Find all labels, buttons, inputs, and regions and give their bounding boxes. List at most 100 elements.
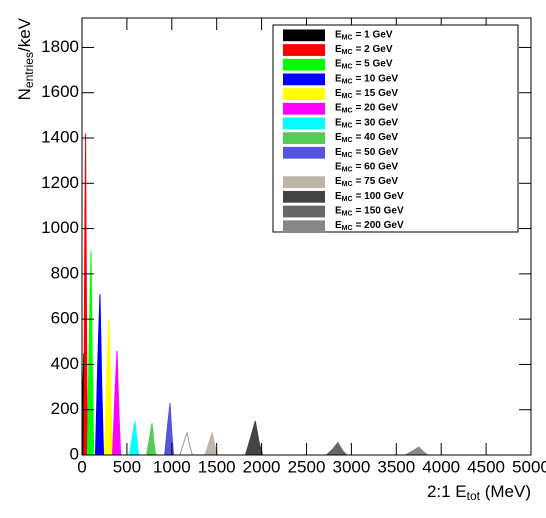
legend-symbol: E <box>335 44 342 55</box>
x-tick-label: 5000 <box>512 457 546 476</box>
legend-symbol: E <box>335 146 342 157</box>
legend-symbol: E <box>335 29 342 40</box>
y-tick-label: 800 <box>51 263 79 282</box>
legend-name: = 150 GeV <box>356 205 404 216</box>
legend-symbol-sub: MC <box>342 166 353 173</box>
x-axis-title-base: 2:1 E <box>427 482 467 501</box>
legend-symbol-sub: MC <box>342 196 353 203</box>
legend-symbol-sub: MC <box>342 181 353 188</box>
y-tick-label: 600 <box>51 309 79 328</box>
legend-swatch <box>283 161 325 174</box>
legend-label: EMC = 1 GeV <box>335 29 393 41</box>
legend-name: = 15 GeV <box>356 88 399 99</box>
legend-name: = 60 GeV <box>356 161 399 172</box>
x-tick-label: 3500 <box>377 457 415 476</box>
legend-symbol-sub: MC <box>342 137 353 144</box>
legend-name: = 200 GeV <box>356 220 404 231</box>
legend-symbol: E <box>335 220 342 231</box>
legend-name: = 40 GeV <box>356 132 399 143</box>
legend-swatch <box>283 58 325 71</box>
x-axis-title-rest: (MeV) <box>480 482 531 501</box>
legend-swatch <box>283 220 325 233</box>
y-tick-label: 1800 <box>41 37 79 56</box>
legend-swatch <box>283 29 325 42</box>
y-tick-label: 1200 <box>41 173 79 192</box>
legend-swatch <box>283 205 325 218</box>
y-tick-label: 400 <box>51 354 79 373</box>
x-axis-title: 2:1 Etot (MeV) <box>427 482 531 503</box>
legend-symbol: E <box>335 132 342 143</box>
legend-swatch <box>283 102 325 115</box>
legend-symbol-sub: MC <box>342 49 353 56</box>
legend-name: = 20 GeV <box>356 102 399 113</box>
legend-label: EMC = 15 GeV <box>335 88 398 100</box>
legend-label: EMC = 100 GeV <box>335 190 404 202</box>
y-axis-title-base: N <box>15 88 34 100</box>
legend-symbol-sub: MC <box>342 78 353 85</box>
x-tick-label: 2500 <box>288 457 326 476</box>
legend-swatch <box>283 117 325 130</box>
x-tick-label: 0 <box>77 457 86 476</box>
x-tick-label: 2000 <box>243 457 281 476</box>
x-tick-label: 1500 <box>198 457 236 476</box>
legend-symbol: E <box>335 88 342 99</box>
legend-swatch <box>283 176 325 189</box>
y-tick-label: 1400 <box>41 127 79 146</box>
legend-symbol-sub: MC <box>342 122 353 129</box>
legend-name: = 100 GeV <box>356 190 404 201</box>
legend-name: = 2 GeV <box>356 44 393 55</box>
y-tick-label: 1600 <box>41 82 79 101</box>
legend-name: = 5 GeV <box>356 58 393 69</box>
legend-symbol: E <box>335 117 342 128</box>
legend-symbol-sub: MC <box>342 93 353 100</box>
legend-label: EMC = 5 GeV <box>335 58 393 70</box>
x-tick-label: 500 <box>113 457 141 476</box>
legend-label: EMC = 40 GeV <box>335 132 398 144</box>
legend-symbol: E <box>335 58 342 69</box>
y-tick-label: 1000 <box>41 218 79 237</box>
legend-name: = 30 GeV <box>356 117 399 128</box>
x-tick-label: 3000 <box>332 457 370 476</box>
y-tick-label: 0 <box>70 444 79 463</box>
legend-symbol: E <box>335 176 342 187</box>
y-axis-title-rest: /keV <box>15 17 34 52</box>
x-axis-title-sub: tot <box>467 489 481 503</box>
legend-label: EMC = 75 GeV <box>335 176 398 188</box>
legend-name: = 1 GeV <box>356 29 393 40</box>
y-tick-label: 200 <box>51 399 79 418</box>
legend-name: = 75 GeV <box>356 176 399 187</box>
legend-label: EMC = 10 GeV <box>335 73 398 85</box>
legend-symbol: E <box>335 190 342 201</box>
legend-symbol: E <box>335 161 342 172</box>
legend-swatch <box>283 73 325 86</box>
legend-label: EMC = 60 GeV <box>335 161 398 173</box>
legend-label: EMC = 200 GeV <box>335 220 404 232</box>
x-tick-label: 4000 <box>422 457 460 476</box>
legend-symbol-sub: MC <box>342 108 353 115</box>
legend-name: = 10 GeV <box>356 73 399 84</box>
legend-swatch <box>283 132 325 144</box>
legend-symbol: E <box>335 205 342 216</box>
legend-symbol-sub: MC <box>342 210 353 217</box>
legend-label: EMC = 20 GeV <box>335 102 398 114</box>
legend-symbol-sub: MC <box>342 64 353 71</box>
legend-label: EMC = 50 GeV <box>335 146 398 158</box>
legend-symbol-sub: MC <box>342 152 353 159</box>
legend-symbol: E <box>335 73 342 84</box>
legend-name: = 50 GeV <box>356 146 399 157</box>
legend-label: EMC = 2 GeV <box>335 44 393 56</box>
x-tick-label: 4500 <box>467 457 505 476</box>
x-tick-label: 1000 <box>153 457 191 476</box>
legend-symbol-sub: MC <box>342 225 353 232</box>
legend-symbol: E <box>335 102 342 113</box>
legend-swatch <box>283 146 325 159</box>
legend-symbol-sub: MC <box>342 34 353 41</box>
legend-swatch <box>283 190 325 203</box>
legend-label: EMC = 150 GeV <box>335 205 404 217</box>
legend-swatch <box>283 44 325 56</box>
y-axis-title-sub: entries <box>22 52 36 88</box>
legend-swatch <box>283 88 325 100</box>
y-axis-title: Nentries/keV <box>15 17 36 100</box>
legend-label: EMC = 30 GeV <box>335 117 398 129</box>
